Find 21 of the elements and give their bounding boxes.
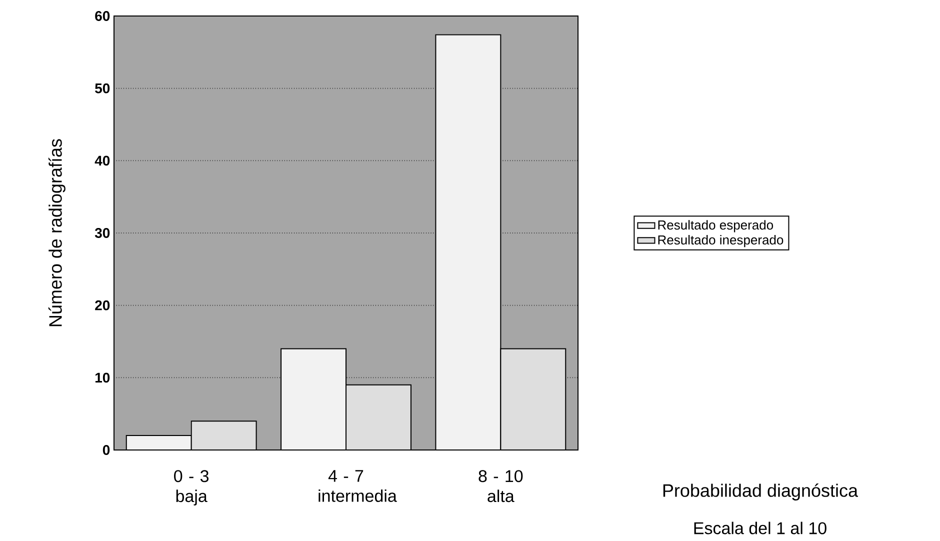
bar [281, 348, 346, 450]
bar [126, 436, 192, 450]
y-tick-label: 0 [102, 445, 110, 455]
x-axis-title: Probabilidad diagnóstica [663, 484, 858, 500]
y-tick-label: 30 [94, 228, 110, 238]
legend-label: Resultado esperado [658, 220, 774, 232]
y-tick-label: 40 [94, 156, 110, 166]
y-tick-label: 10 [95, 372, 110, 383]
bar [435, 34, 502, 450]
y-axis-title: Número de radiografías [48, 139, 66, 326]
y-tick-label: 50 [95, 83, 110, 94]
bar [346, 384, 411, 450]
x-tick-label: 4 - 7 intermedia [318, 470, 397, 502]
x-tick-label: 0 - 3 baja [174, 470, 209, 506]
bar [191, 421, 256, 450]
y-tick-label: 20 [95, 300, 110, 310]
legend-label: Resultado inesperado [658, 234, 784, 248]
text: Escala del 1 al 10 [694, 522, 826, 534]
y-tick-label: 60 [95, 11, 110, 21]
x-tick-label: 8 - 10 alta [478, 470, 523, 502]
bar [500, 348, 566, 450]
